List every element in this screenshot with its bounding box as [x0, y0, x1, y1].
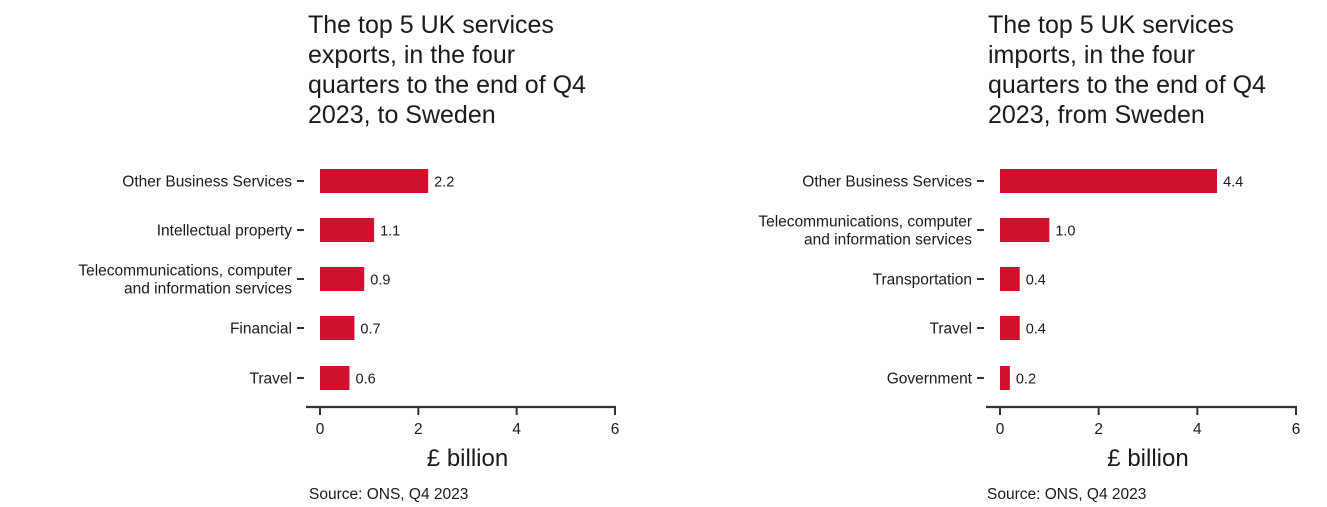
category-label: Other Business Services — [802, 174, 972, 191]
bar — [320, 316, 355, 340]
bar — [320, 366, 350, 390]
value-label: 4.4 — [1223, 175, 1243, 191]
value-label: 2.2 — [434, 175, 454, 191]
imports-bar-chart: Other Business Services 4.4 Telecommunicat… — [758, 169, 1301, 472]
x-axis-title: £ billion — [427, 445, 508, 472]
bar — [1000, 366, 1010, 390]
bar — [1000, 169, 1218, 193]
bar — [1000, 316, 1020, 340]
x-tick-label: 0 — [996, 421, 1005, 438]
chart-title: The top 5 UK services imports, in the fo… — [988, 11, 1266, 129]
x-tick-label: 2 — [1094, 421, 1103, 438]
category-label: Travel — [930, 321, 973, 338]
chart-title: The top 5 UK services exports, in the fo… — [308, 11, 586, 129]
category-label: Government — [887, 371, 973, 388]
value-label: 0.4 — [1026, 322, 1046, 338]
exports-chart-panel: The top 5 UK services exports, in the fo… — [78, 11, 620, 503]
x-tick-label: 2 — [414, 421, 423, 438]
category-label: Other Business Services — [122, 174, 292, 191]
exports-bar-chart: Other Business Services 2.2 Intellectual p… — [78, 169, 620, 472]
value-label: 1.1 — [380, 224, 400, 240]
bar — [320, 169, 429, 193]
value-label: 0.4 — [1026, 273, 1046, 289]
x-tick-label: 6 — [1292, 421, 1301, 438]
bar — [1000, 218, 1050, 242]
x-tick-label: 6 — [611, 421, 620, 438]
bar — [1000, 267, 1020, 291]
bar — [320, 267, 365, 291]
value-label: 0.6 — [356, 372, 376, 388]
value-label: 0.9 — [370, 273, 390, 289]
category-label: Transportation — [873, 272, 972, 289]
category-label: Telecommunications, computer and informat… — [78, 263, 292, 298]
value-label: 1.0 — [1055, 224, 1075, 240]
x-tick-label: 0 — [316, 421, 325, 438]
source-note: Source: ONS, Q4 2023 — [309, 486, 469, 503]
value-label: 0.2 — [1016, 372, 1036, 388]
category-label: Travel — [250, 371, 293, 388]
x-tick-label: 4 — [1193, 421, 1202, 438]
x-tick-label: 4 — [512, 421, 521, 438]
bar — [320, 218, 375, 242]
category-label: Financial — [230, 321, 292, 338]
x-axis-title: £ billion — [1107, 445, 1188, 472]
value-label: 0.7 — [360, 322, 380, 338]
category-label: Intellectual property — [157, 223, 293, 240]
category-label: Telecommunications, computer and informat… — [758, 214, 972, 249]
source-note: Source: ONS, Q4 2023 — [987, 486, 1147, 503]
imports-chart-panel: The top 5 UK services imports, in the fo… — [664, 0, 1327, 507]
